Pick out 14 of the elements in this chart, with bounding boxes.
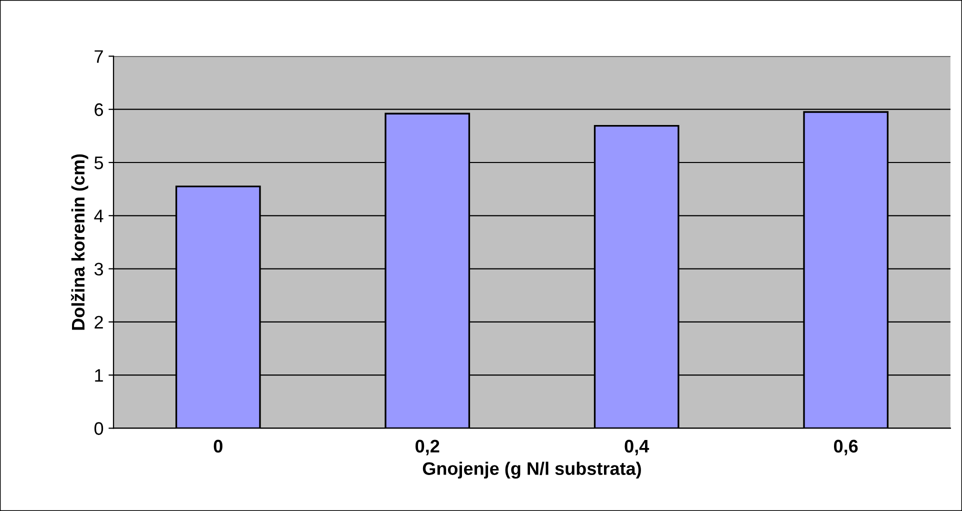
y-tick-label: 7 [94,50,103,63]
x-tick-label: 0 [214,440,222,453]
y-tick-label: 6 [94,103,103,116]
x-tick-label: 0,2 [416,440,440,456]
y-tick-label: 4 [94,210,104,222]
y-tick-label: 2 [94,316,103,328]
x-tick-label: 0,4 [624,440,650,456]
y-tick-label: 3 [94,262,103,276]
y-tick-label: 5 [94,156,104,170]
y-axis-title: Dolžina korenin (cm) [70,154,88,330]
x-axis-title: Gnojenje (g N/l substrata) [422,462,641,479]
y-tick-label: 0 [94,422,104,435]
y-tick-label: 1 [95,369,103,382]
x-tick-label: 0,6 [834,440,858,456]
